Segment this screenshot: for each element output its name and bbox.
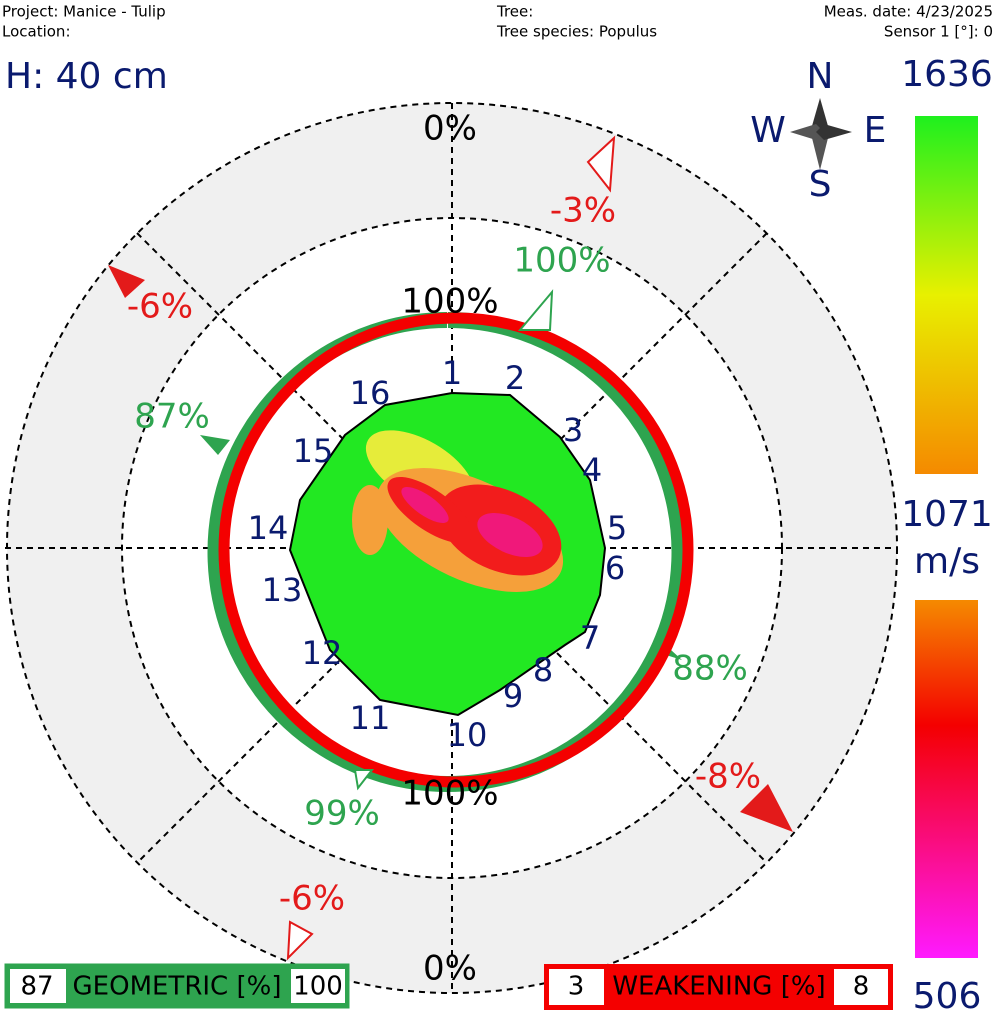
geometric-label: 87%	[134, 397, 210, 437]
tree: Tree:	[496, 3, 533, 21]
geometric-label: 99%	[304, 794, 380, 834]
sensor-label: 9	[503, 677, 523, 715]
location: Location:	[2, 23, 71, 41]
compass-n: N	[807, 56, 834, 97]
ring-label: 100%	[401, 774, 498, 814]
weakening-label: -8%	[695, 757, 761, 797]
compass-e: E	[864, 110, 887, 151]
legend-min: 87	[20, 972, 53, 1002]
weakening-label: -6%	[279, 879, 345, 919]
geometric-legend	[4, 963, 350, 1009]
sensor-label: 6	[605, 549, 625, 587]
ring-label: 0%	[423, 109, 477, 149]
legend-min: 3	[568, 972, 585, 1002]
sensor-label: 12	[302, 634, 343, 672]
scale-mid: 1071	[901, 494, 993, 535]
compass-w: W	[750, 110, 786, 151]
legend-max: 8	[853, 972, 870, 1002]
color-scale-upper	[915, 116, 978, 474]
legend-max: 100	[293, 972, 343, 1002]
sensor-label: 15	[293, 432, 334, 470]
compass-s: S	[809, 164, 832, 205]
tomogram	[288, 391, 607, 717]
sensor-label: 5	[607, 509, 627, 547]
sensor-label: 7	[580, 619, 600, 657]
weakening-label: -3%	[550, 191, 616, 231]
sensor-label: 8	[533, 651, 553, 689]
legend-title: GEOMETRIC [%]	[73, 972, 282, 1002]
geometric-label: 100%	[513, 241, 610, 281]
weakening-legend	[544, 964, 893, 1010]
sensor-label: 13	[262, 571, 303, 609]
sensor-label: 10	[447, 716, 488, 754]
legend-title: WEAKENING [%]	[612, 972, 825, 1002]
ring-label: 100%	[401, 282, 498, 322]
markers	[108, 135, 793, 961]
sensor-angle: Sensor 1 [°]: 0	[884, 23, 993, 41]
scale-max: 1636	[901, 54, 993, 95]
sensor-label: 16	[350, 374, 391, 412]
sensor-label: 4	[582, 451, 602, 489]
compass	[790, 98, 852, 170]
geometric-label: 88%	[672, 649, 748, 689]
species: Tree species: Populus	[496, 23, 657, 41]
sensor-label: 1	[442, 354, 462, 392]
height: H: 40 cm	[5, 56, 168, 97]
sensor-label: 3	[563, 411, 583, 449]
weakening-label: -6%	[127, 287, 193, 327]
scale-unit: m/s	[914, 541, 980, 582]
sensor-label: 11	[350, 699, 391, 737]
date: Meas. date: 4/23/2025	[824, 3, 993, 21]
color-scale-lower	[915, 600, 978, 958]
project: Project: Manice - Tulip	[2, 3, 166, 21]
scale-min: 506	[913, 976, 982, 1017]
ring-label: 0%	[423, 949, 477, 989]
sensor-label: 14	[248, 509, 289, 547]
sensor-label: 2	[505, 359, 525, 397]
weakening-ring	[218, 312, 694, 788]
